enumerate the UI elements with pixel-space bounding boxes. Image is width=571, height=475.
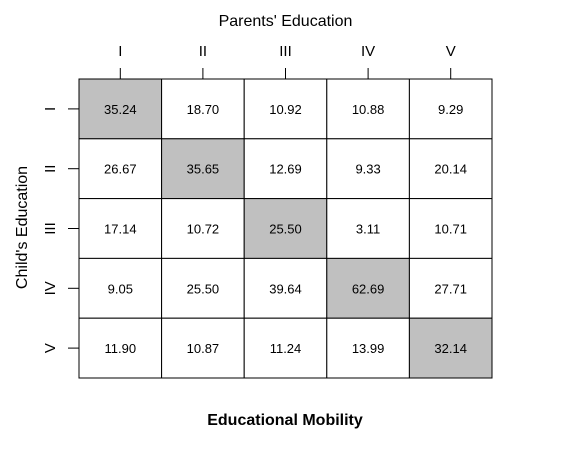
table-cell <box>408 257 493 319</box>
cell-value: 9.33 <box>355 162 380 177</box>
table-cell <box>243 138 328 200</box>
table-cell-highlighted <box>408 317 493 379</box>
cell-value: 9.05 <box>108 281 133 296</box>
cell-value: 35.24 <box>104 102 137 117</box>
cell-value: 13.99 <box>352 341 385 356</box>
table-cell-highlighted <box>78 78 163 140</box>
cell-value: 26.67 <box>104 162 137 177</box>
cell-value: 9.29 <box>438 102 463 117</box>
table-cell <box>326 198 410 259</box>
cell-value: 35.65 <box>187 162 220 177</box>
table-cell-highlighted <box>326 257 410 319</box>
cell-value: 12.69 <box>269 162 302 177</box>
column-axis: I II III IV V <box>118 43 456 79</box>
table-cell <box>243 257 328 319</box>
table-cell <box>78 138 163 200</box>
cell-value: 10.87 <box>187 341 220 356</box>
column-tick-label: III <box>279 43 292 60</box>
cell-value: 32.14 <box>434 341 467 356</box>
cell-value: 3.11 <box>356 222 380 237</box>
cell-value: 11.24 <box>270 341 302 356</box>
row-tick-label: IV <box>42 281 59 295</box>
table-cell <box>408 138 493 200</box>
cell-value: 10.88 <box>352 102 385 117</box>
column-tick-label: V <box>446 43 456 60</box>
cell-value: 10.92 <box>269 102 302 117</box>
table-cell <box>243 317 328 379</box>
table-cell <box>161 317 245 379</box>
cell-value: 10.72 <box>187 222 220 237</box>
table-cell <box>161 78 245 140</box>
cell-value: 39.64 <box>269 281 302 296</box>
cell-value: 10.71 <box>434 222 467 237</box>
column-tick-label: II <box>199 43 207 60</box>
row-tick-label: V <box>42 343 59 353</box>
column-tick-label: I <box>118 43 122 60</box>
table-cell <box>78 317 163 379</box>
row-tick-label: I <box>42 107 59 111</box>
x-axis-title: Parents' Education <box>219 13 353 30</box>
cell-value: 25.50 <box>187 281 220 296</box>
cell-value: 62.69 <box>352 281 385 296</box>
table-cell <box>408 198 493 259</box>
chart-title: Educational Mobility <box>207 412 363 429</box>
row-tick-label: III <box>42 222 59 235</box>
cell-value: 20.14 <box>434 162 467 177</box>
cell-value: 27.71 <box>434 281 467 296</box>
cell-grid: 35.24 18.70 10.92 10.88 9.29 26.67 35.65 12.69 9… <box>78 78 493 379</box>
cell-value: 17.14 <box>104 222 137 237</box>
table-cell <box>326 78 410 140</box>
table-cell <box>161 198 245 259</box>
cell-value: 18.70 <box>187 102 220 117</box>
cell-value: 11.90 <box>105 341 137 356</box>
row-tick-label: II <box>42 165 59 173</box>
y-axis-title: Child's Education <box>14 166 31 289</box>
table-cell <box>161 257 245 319</box>
column-tick-label: IV <box>361 43 375 60</box>
cell-value: 25.50 <box>269 222 302 237</box>
